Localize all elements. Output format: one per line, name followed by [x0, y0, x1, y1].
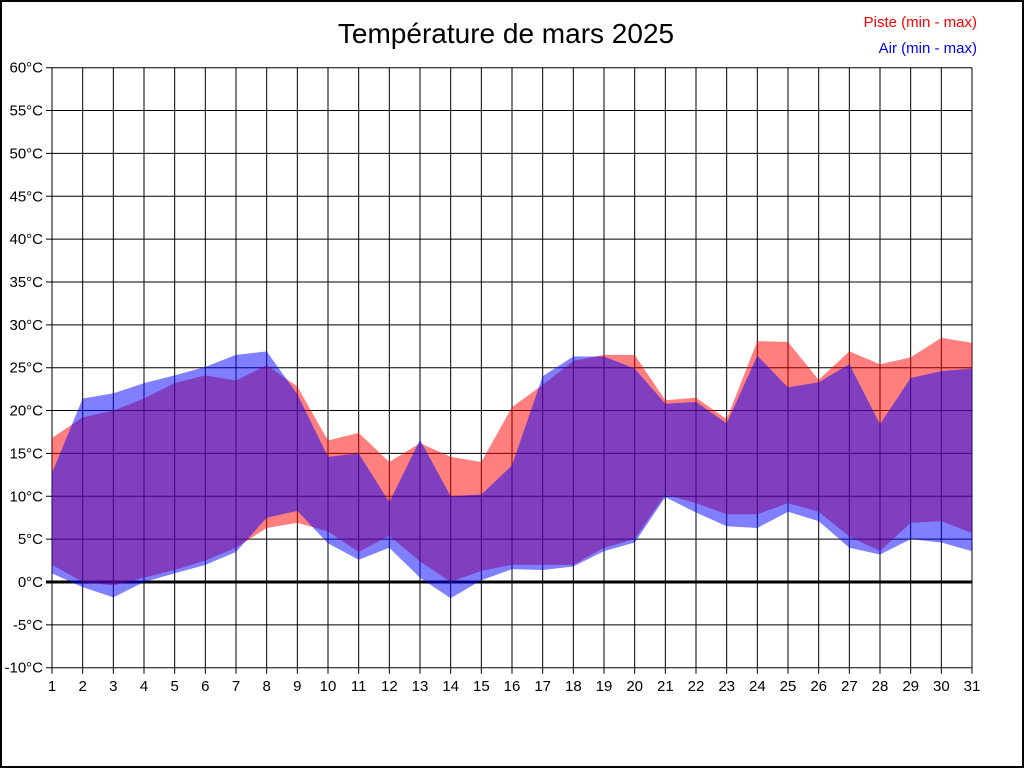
y-tick-label: 10°C: [9, 488, 43, 505]
x-tick-label: 8: [262, 678, 270, 695]
legend-item-piste: Piste (min - max): [864, 10, 977, 36]
x-tick-label: 5: [170, 678, 178, 695]
x-tick-label: 20: [626, 678, 643, 695]
y-tick-label: -10°C: [4, 660, 43, 677]
x-tick-label: 24: [749, 678, 766, 695]
x-tick-label: 4: [140, 678, 148, 695]
y-tick-label: 5°C: [18, 531, 43, 548]
x-tick-label: 13: [412, 678, 429, 695]
x-tick-label: 26: [810, 678, 827, 695]
y-tick-label: 45°C: [9, 188, 43, 205]
x-tick-label: 7: [232, 678, 240, 695]
y-tick-label: 0°C: [18, 574, 43, 591]
y-tick-label: 40°C: [9, 231, 43, 248]
y-tick-label: 50°C: [9, 145, 43, 162]
legend-label-air: Air (min - max): [878, 40, 977, 57]
legend: Piste (min - max) Air (min - max): [864, 10, 977, 62]
x-tick-label: 6: [201, 678, 209, 695]
x-tick-label: 21: [657, 678, 674, 695]
x-tick-label: 9: [293, 678, 301, 695]
x-tick-label: 30: [933, 678, 950, 695]
y-tick-label: 35°C: [9, 274, 43, 291]
x-tick-label: 1: [48, 678, 56, 695]
x-tick-label: 25: [780, 678, 797, 695]
y-tick-label: 60°C: [9, 60, 43, 77]
x-tick-label: 16: [504, 678, 521, 695]
x-tick-label: 18: [565, 678, 582, 695]
x-tick-label: 3: [109, 678, 117, 695]
x-tick-label: 31: [964, 678, 981, 695]
x-tick-label: 2: [78, 678, 86, 695]
x-tick-label: 27: [841, 678, 858, 695]
x-tick-label: 17: [534, 678, 551, 695]
x-tick-label: 15: [473, 678, 490, 695]
x-tick-label: 28: [872, 678, 889, 695]
y-tick-label: 30°C: [9, 317, 43, 334]
x-tick-label: 23: [718, 678, 735, 695]
y-tick-label: 15°C: [9, 445, 43, 462]
x-tick-label: 11: [351, 678, 367, 695]
x-tick-label: 10: [320, 678, 337, 695]
y-tick-label: -5°C: [13, 617, 43, 634]
legend-label-piste: Piste (min - max): [863, 14, 977, 31]
legend-item-air: Air (min - max): [864, 36, 977, 62]
x-tick-label: 12: [381, 678, 398, 695]
chart-title: Température de mars 2025: [337, 18, 675, 49]
x-tick-label: 22: [688, 678, 705, 695]
y-tick-label: 20°C: [9, 403, 43, 420]
y-tick-label: 25°C: [9, 360, 43, 377]
y-tick-label: 55°C: [9, 103, 43, 120]
x-tick-label: 29: [902, 678, 919, 695]
air-range-band: [52, 351, 972, 599]
x-tick-label: 19: [596, 678, 613, 695]
x-tick-label: 14: [442, 678, 459, 695]
